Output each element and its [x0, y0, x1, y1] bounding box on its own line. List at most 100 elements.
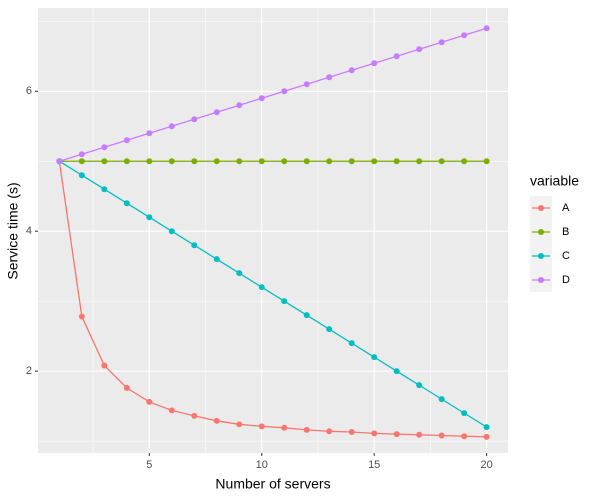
data-point	[326, 74, 333, 81]
data-point	[303, 426, 310, 433]
data-point	[213, 109, 220, 116]
y-tick-label: 2	[26, 365, 32, 377]
data-point	[326, 158, 333, 165]
x-tick-label: 10	[256, 459, 268, 471]
data-point	[371, 430, 378, 437]
data-point	[236, 158, 243, 165]
y-axis-title: Service time (s)	[5, 182, 21, 279]
data-point	[438, 396, 445, 403]
data-point	[191, 116, 198, 123]
data-point	[168, 123, 175, 130]
data-point	[303, 312, 310, 319]
data-point	[101, 186, 108, 193]
data-point	[461, 158, 468, 165]
data-point	[101, 144, 108, 151]
data-point	[146, 214, 153, 221]
data-point	[326, 428, 333, 435]
data-point	[393, 158, 400, 165]
data-point	[348, 158, 355, 165]
data-point	[348, 340, 355, 347]
data-point	[101, 158, 108, 165]
legend-point	[538, 253, 544, 259]
data-point	[168, 158, 175, 165]
data-point	[191, 412, 198, 419]
data-point	[416, 382, 423, 389]
panel	[38, 8, 508, 453]
legend-label: B	[562, 226, 569, 238]
data-point	[483, 158, 490, 165]
series-line	[59, 27, 487, 162]
data-point	[416, 46, 423, 53]
legend-label: A	[562, 202, 570, 214]
data-point	[438, 432, 445, 439]
plot-area	[56, 25, 490, 440]
data-point	[416, 158, 423, 165]
legend-label: C	[562, 250, 570, 262]
data-point	[393, 53, 400, 60]
x-tick-label: 20	[481, 459, 493, 471]
data-point	[191, 242, 198, 249]
data-point	[213, 417, 220, 424]
y-tick-label: 4	[26, 225, 32, 237]
data-point	[78, 158, 85, 165]
data-point	[438, 39, 445, 46]
data-point	[461, 32, 468, 39]
data-point	[348, 67, 355, 74]
data-point	[78, 172, 85, 179]
data-point	[281, 424, 288, 431]
data-point	[371, 354, 378, 361]
grid	[38, 8, 508, 453]
data-point	[213, 256, 220, 263]
legend-label: D	[562, 274, 570, 286]
data-point	[123, 200, 130, 207]
data-point	[258, 158, 265, 165]
data-point	[146, 130, 153, 137]
data-point	[281, 88, 288, 95]
data-point	[461, 410, 468, 417]
data-point	[168, 407, 175, 414]
legend-point	[538, 205, 544, 211]
legend-point	[538, 229, 544, 235]
x-axis-title: Number of servers	[215, 476, 330, 492]
data-point	[236, 102, 243, 109]
data-point	[146, 158, 153, 165]
data-point	[258, 95, 265, 102]
data-point	[393, 431, 400, 438]
data-point	[483, 25, 490, 32]
data-point	[461, 433, 468, 440]
series-line	[59, 160, 487, 428]
data-point	[168, 228, 175, 235]
data-point	[326, 326, 333, 333]
data-point	[101, 362, 108, 369]
data-point	[213, 158, 220, 165]
data-point	[371, 60, 378, 67]
x-tick-label: 15	[368, 459, 380, 471]
data-point	[303, 158, 310, 165]
data-point	[483, 424, 490, 431]
data-point	[258, 423, 265, 430]
data-point	[56, 158, 63, 165]
data-point	[281, 298, 288, 305]
data-point	[303, 81, 310, 88]
data-point	[123, 384, 130, 391]
data-point	[191, 158, 198, 165]
data-point	[393, 368, 400, 375]
data-point	[236, 270, 243, 277]
data-point	[483, 433, 490, 440]
y-tick-label: 6	[26, 85, 32, 97]
x-tick-label: 5	[146, 459, 152, 471]
data-point	[123, 158, 130, 165]
data-point	[438, 158, 445, 165]
data-point	[416, 431, 423, 438]
data-point	[123, 137, 130, 144]
data-point	[78, 151, 85, 158]
legend-title: variable	[530, 173, 579, 189]
data-point	[78, 313, 85, 320]
series-line	[58, 161, 487, 438]
data-point	[236, 421, 243, 428]
data-point	[281, 158, 288, 165]
legend-point	[538, 277, 544, 283]
